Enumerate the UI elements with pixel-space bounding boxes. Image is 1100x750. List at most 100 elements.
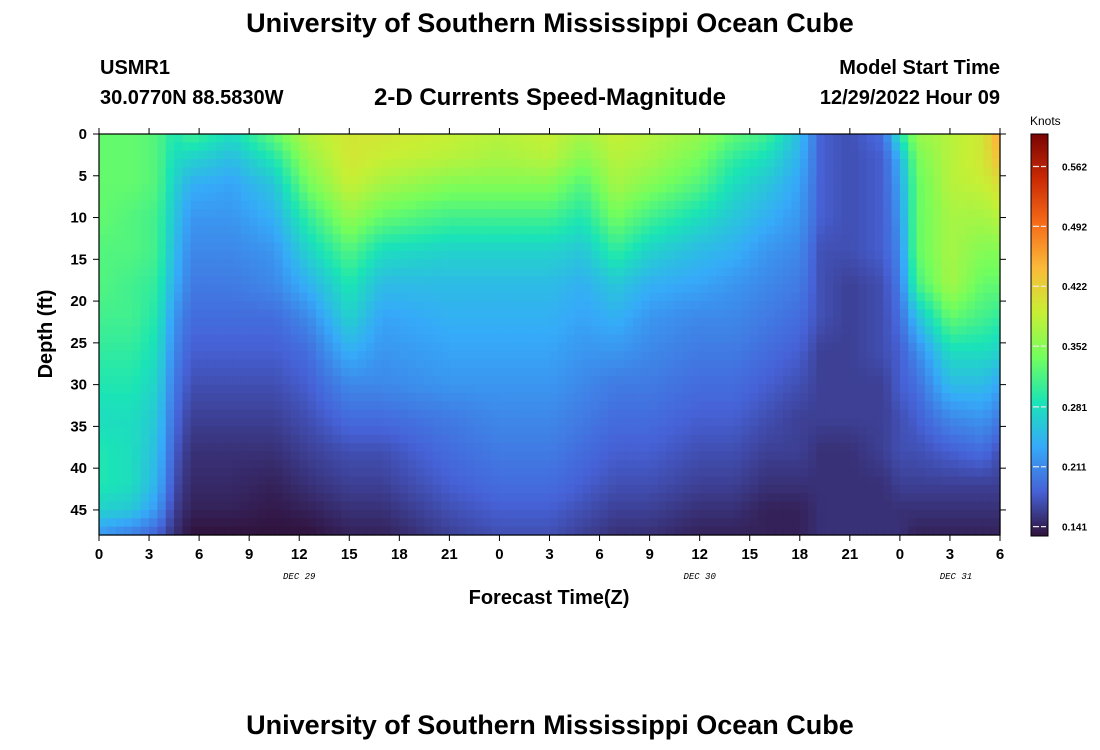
heatmap-cell: [274, 476, 284, 486]
heatmap-cell: [908, 501, 918, 511]
heatmap-cell: [774, 150, 784, 160]
heatmap-cell: [783, 317, 793, 327]
heatmap-cell: [941, 175, 951, 185]
heatmap-cell: [557, 242, 567, 252]
heatmap-cell: [766, 418, 776, 427]
heatmap-cell: [749, 326, 759, 336]
heatmap-cell: [916, 418, 926, 427]
heatmap-cell: [499, 200, 509, 210]
heatmap-cell: [99, 392, 108, 402]
heatmap-cell: [574, 451, 584, 461]
heatmap-cell: [457, 468, 467, 478]
heatmap-cell: [591, 209, 601, 219]
heatmap-cell: [557, 401, 567, 411]
heatmap-cell: [958, 392, 968, 402]
heatmap-cell: [374, 167, 384, 177]
heatmap-cell: [99, 309, 108, 319]
heatmap-cell: [816, 367, 826, 377]
heatmap-cell: [849, 443, 859, 453]
heatmap-cell: [816, 493, 826, 503]
heatmap-cell: [374, 401, 384, 411]
heatmap-cell: [541, 418, 551, 427]
heatmap-cell: [699, 209, 709, 219]
heatmap-cell: [766, 250, 776, 260]
heatmap-cell: [432, 142, 442, 152]
heatmap-cell: [115, 342, 125, 352]
heatmap-cell: [741, 250, 751, 260]
heatmap-cell: [307, 493, 317, 503]
heatmap-cell: [966, 476, 976, 486]
heatmap-cell: [941, 501, 951, 511]
heatmap-cell: [424, 451, 434, 461]
heatmap-cell: [357, 459, 367, 469]
heatmap-cell: [491, 284, 501, 294]
heatmap-cell: [816, 451, 826, 461]
heatmap-cell: [407, 167, 417, 177]
heatmap-cell: [215, 175, 225, 185]
heatmap-cell: [416, 267, 425, 277]
heatmap-cell: [340, 384, 350, 394]
heatmap-cell: [708, 267, 717, 277]
heatmap-cell: [841, 351, 851, 361]
heatmap-cell: [399, 209, 409, 219]
heatmap-cell: [399, 359, 409, 369]
heatmap-cell: [641, 459, 651, 469]
heatmap-cell: [749, 292, 759, 302]
heatmap-cell: [682, 317, 692, 327]
heatmap-cell: [891, 443, 901, 453]
heatmap-cell: [574, 501, 584, 511]
heatmap-cell: [899, 134, 909, 143]
heatmap-cell: [332, 326, 342, 336]
heatmap-cell: [858, 384, 868, 394]
heatmap-cell: [858, 326, 868, 336]
heatmap-cell: [749, 418, 759, 427]
heatmap-cell: [849, 376, 859, 386]
heatmap-cell: [365, 234, 375, 244]
heatmap-cell: [541, 484, 551, 494]
heatmap-cell: [891, 225, 901, 235]
heatmap-cell: [340, 434, 350, 444]
heatmap-cell: [924, 267, 934, 277]
heatmap-cell: [199, 242, 209, 252]
heatmap-cell: [215, 309, 225, 319]
heatmap-cell: [157, 359, 167, 369]
heatmap-cell: [240, 292, 250, 302]
heatmap-cell: [933, 384, 943, 394]
heatmap-cell: [541, 309, 551, 319]
heatmap-cell: [549, 426, 559, 436]
heatmap-cell: [824, 250, 834, 260]
heatmap-cell: [724, 468, 734, 478]
heatmap-cell: [607, 309, 617, 319]
heatmap-cell: [833, 142, 843, 152]
heatmap-cell: [307, 184, 317, 194]
heatmap-cell: [691, 209, 701, 219]
heatmap-cell: [657, 284, 667, 294]
heatmap-cell: [708, 342, 717, 352]
heatmap-cell: [924, 359, 934, 369]
heatmap-cell: [199, 175, 209, 185]
heatmap-cell: [899, 384, 909, 394]
heatmap-cell: [315, 459, 325, 469]
heatmap-cell: [249, 309, 259, 319]
heatmap-cell: [758, 284, 767, 294]
heatmap-cell: [733, 351, 742, 361]
heatmap-cell: [215, 392, 225, 402]
heatmap-cell: [557, 317, 567, 327]
heatmap-cell: [507, 259, 517, 269]
heatmap-cell: [724, 476, 734, 486]
heatmap-cell: [349, 259, 359, 269]
heatmap-cell: [407, 359, 417, 369]
heatmap-cell: [407, 409, 417, 419]
heatmap-cell: [374, 501, 384, 511]
heatmap-cell: [874, 200, 884, 210]
heatmap-cell: [841, 184, 851, 194]
heatmap-cell: [657, 409, 667, 419]
heatmap-cell: [699, 134, 709, 143]
heatmap-cell: [157, 384, 167, 394]
heatmap-cell: [682, 484, 692, 494]
heatmap-cell: [374, 493, 384, 503]
heatmap-cell: [983, 234, 993, 244]
heatmap-cell: [783, 384, 793, 394]
heatmap-cell: [115, 200, 125, 210]
heatmap-cell: [574, 200, 584, 210]
